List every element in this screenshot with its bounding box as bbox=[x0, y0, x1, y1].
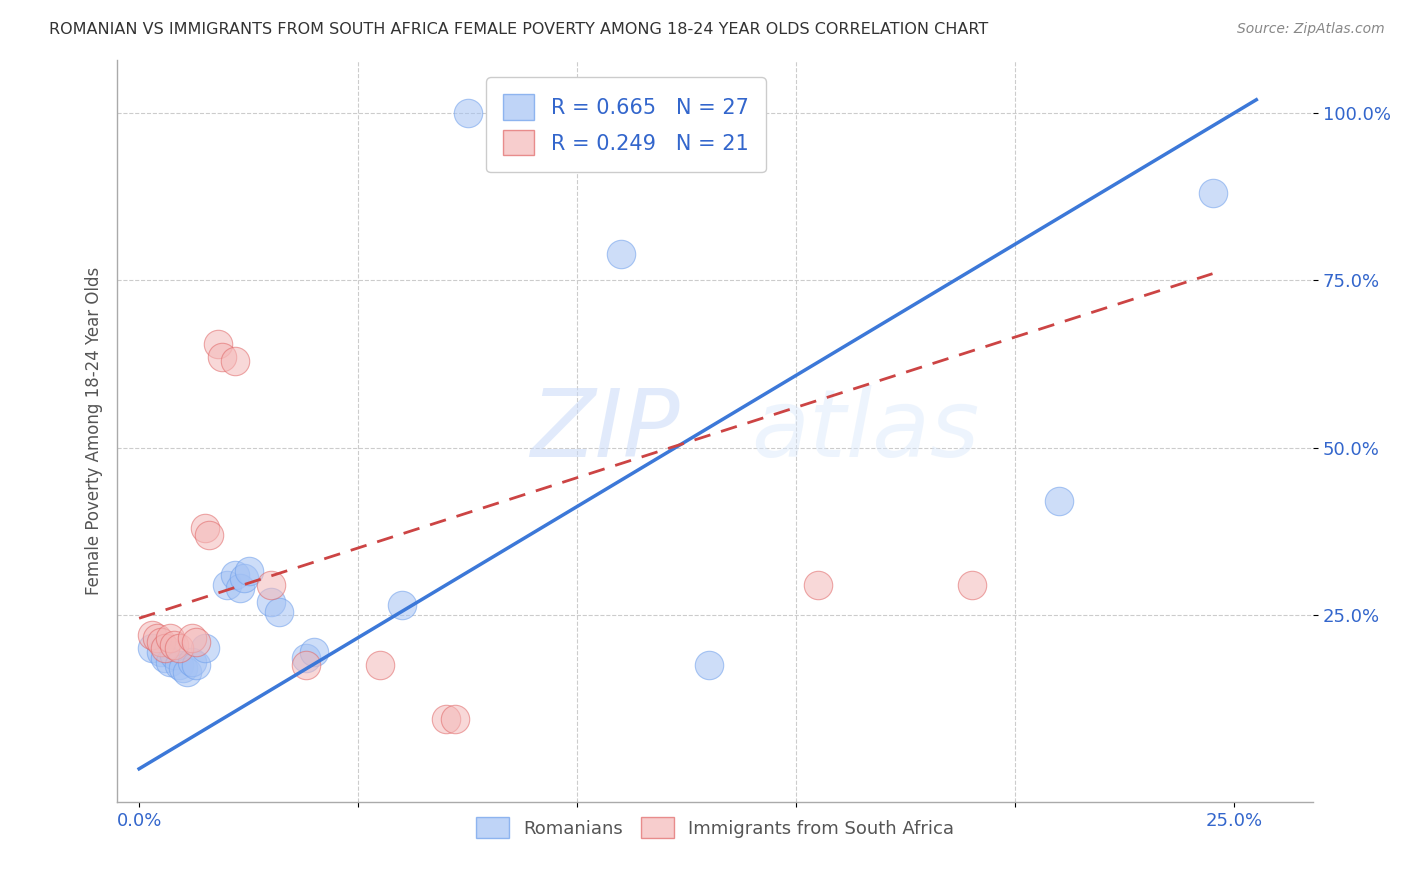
Point bbox=[141, 628, 163, 642]
Legend: Romanians, Immigrants from South Africa: Romanians, Immigrants from South Africa bbox=[470, 810, 962, 846]
Text: ZIP: ZIP bbox=[530, 385, 679, 476]
Point bbox=[294, 658, 316, 673]
Point bbox=[229, 581, 252, 595]
Point bbox=[304, 645, 326, 659]
Point bbox=[960, 578, 983, 592]
Point bbox=[259, 578, 281, 592]
Point bbox=[224, 567, 246, 582]
Point bbox=[150, 645, 173, 659]
Point bbox=[172, 661, 194, 675]
Point bbox=[180, 632, 202, 646]
Y-axis label: Female Poverty Among 18-24 Year Olds: Female Poverty Among 18-24 Year Olds bbox=[86, 267, 103, 595]
Point bbox=[215, 578, 238, 592]
Point bbox=[163, 648, 186, 662]
Point bbox=[501, 106, 523, 120]
Text: Source: ZipAtlas.com: Source: ZipAtlas.com bbox=[1237, 22, 1385, 37]
Point bbox=[697, 658, 720, 673]
Point bbox=[211, 351, 233, 365]
Text: atlas: atlas bbox=[751, 385, 980, 476]
Point bbox=[269, 605, 291, 619]
Point bbox=[176, 665, 198, 679]
Point bbox=[610, 246, 633, 260]
Point bbox=[163, 638, 186, 652]
Point bbox=[155, 651, 177, 665]
Point bbox=[159, 655, 181, 669]
Point bbox=[224, 353, 246, 368]
Point bbox=[180, 655, 202, 669]
Point bbox=[167, 658, 190, 673]
Point bbox=[391, 598, 413, 612]
Point bbox=[294, 651, 316, 665]
Point bbox=[194, 641, 217, 656]
Point bbox=[184, 634, 207, 648]
Point bbox=[368, 658, 391, 673]
Point bbox=[150, 634, 173, 648]
Point bbox=[155, 641, 177, 656]
Point bbox=[141, 641, 163, 656]
Point bbox=[1201, 186, 1223, 201]
Point bbox=[207, 337, 229, 351]
Point bbox=[238, 565, 260, 579]
Point bbox=[807, 578, 830, 592]
Point bbox=[434, 712, 457, 726]
Point bbox=[167, 641, 190, 656]
Point bbox=[1047, 494, 1070, 508]
Point bbox=[198, 527, 221, 541]
Point bbox=[233, 571, 256, 585]
Point bbox=[457, 106, 479, 120]
Point bbox=[184, 658, 207, 673]
Point bbox=[443, 712, 465, 726]
Point bbox=[259, 594, 281, 608]
Point bbox=[194, 521, 217, 535]
Point bbox=[145, 632, 167, 646]
Point bbox=[159, 632, 181, 646]
Text: ROMANIAN VS IMMIGRANTS FROM SOUTH AFRICA FEMALE POVERTY AMONG 18-24 YEAR OLDS CO: ROMANIAN VS IMMIGRANTS FROM SOUTH AFRICA… bbox=[49, 22, 988, 37]
